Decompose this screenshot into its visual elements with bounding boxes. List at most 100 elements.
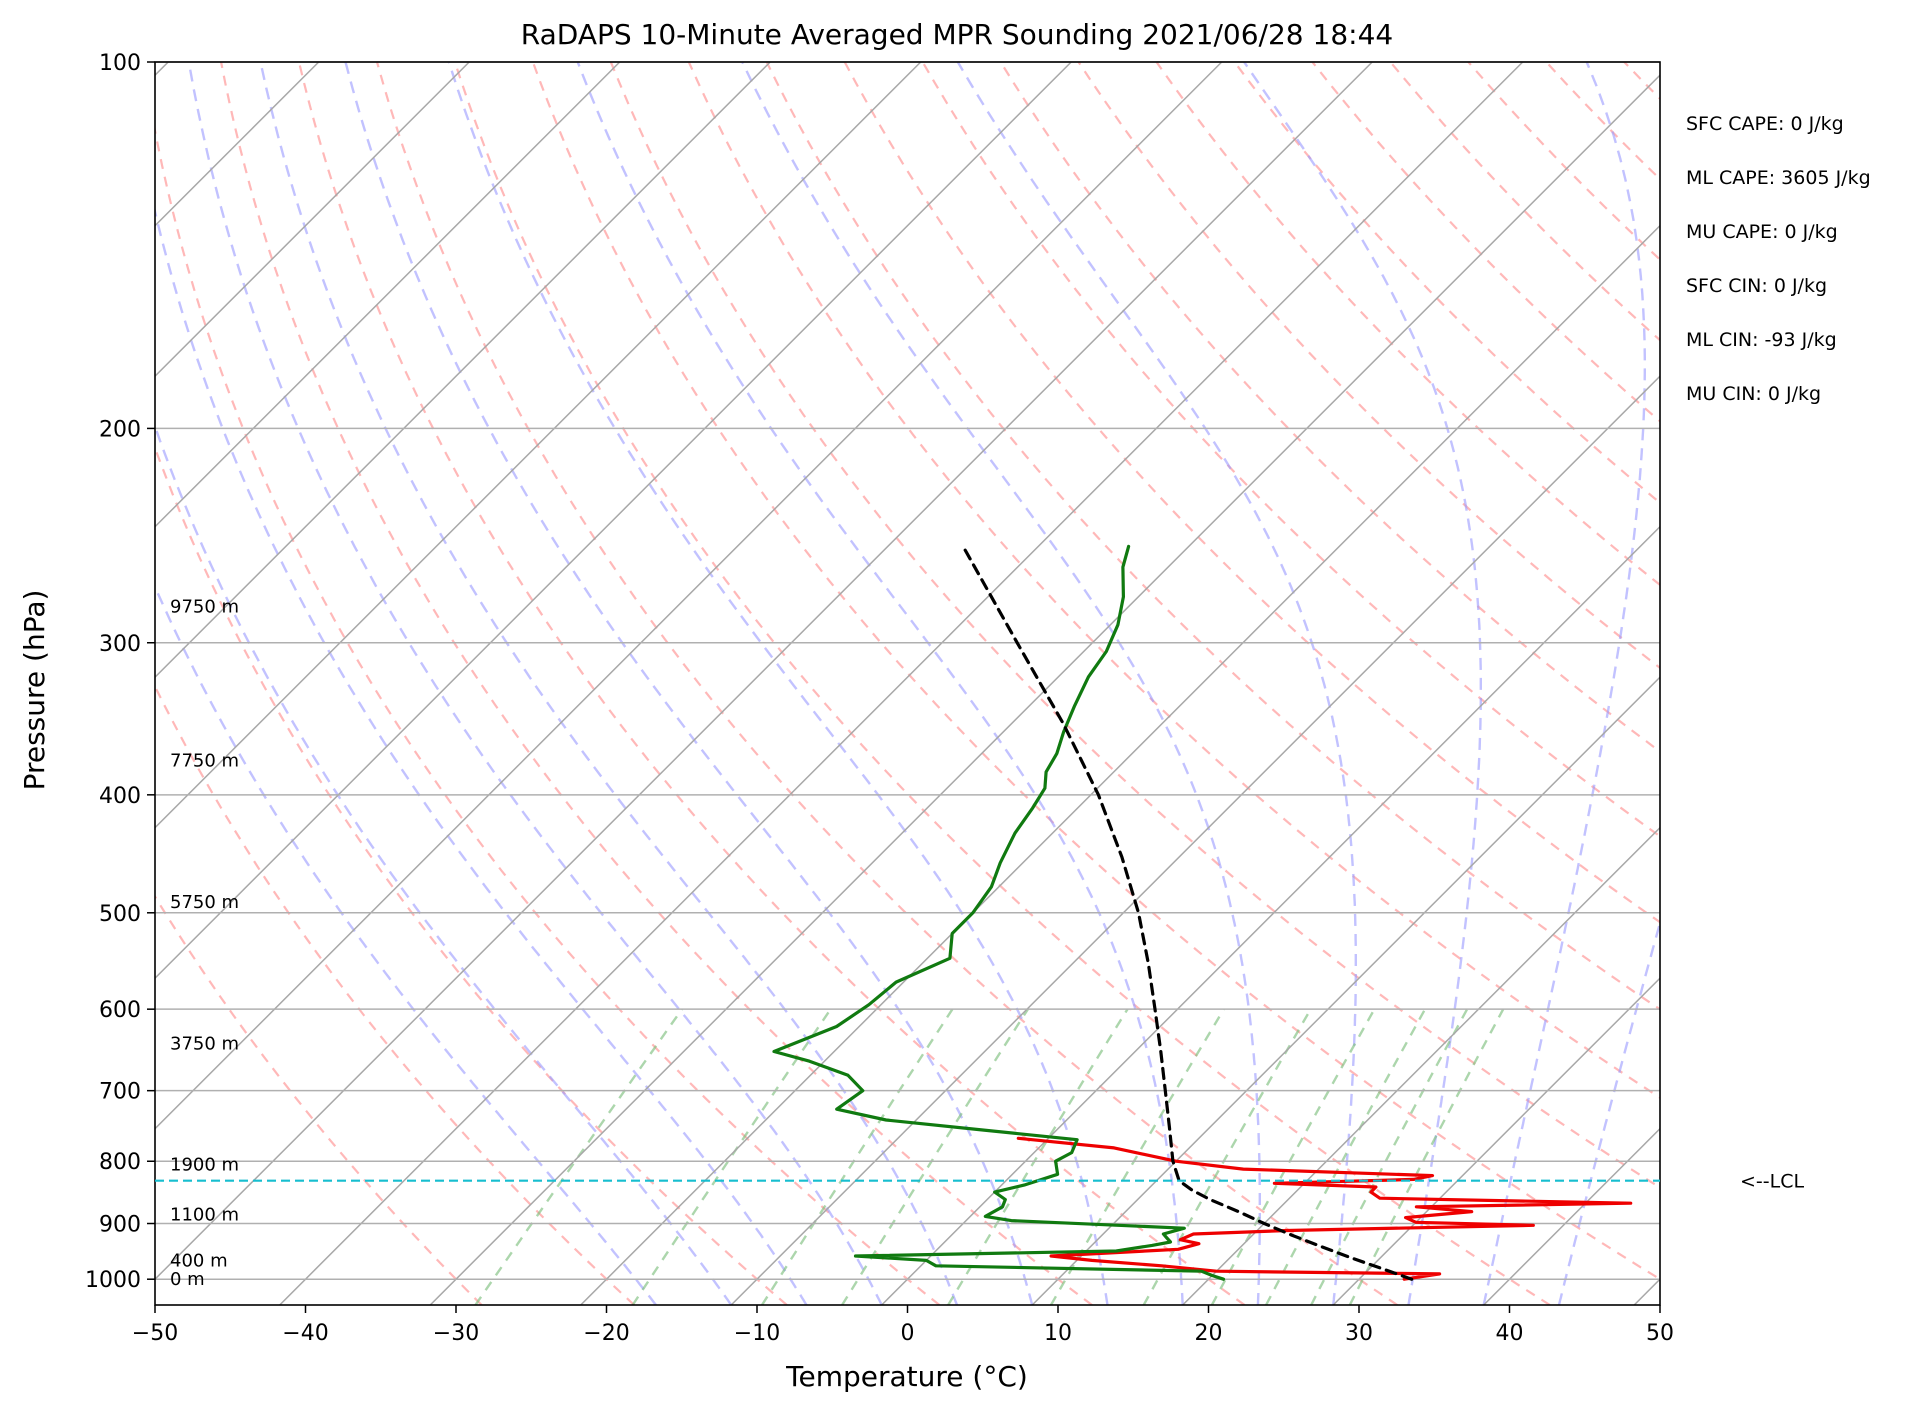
isotherm: [155, 62, 1072, 980]
lcl: <--LCL: [155, 1171, 1804, 1193]
pressure-gridlines: [155, 61, 1660, 1280]
dry-adiabat: [375, 62, 1398, 1305]
x-tick-label: −50: [132, 1321, 178, 1346]
stability-index: ML CAPE: 3605 J/kg: [1686, 167, 1871, 189]
moist-adiabat: [155, 422, 733, 1305]
moist-adiabat: [155, 583, 657, 1305]
y-tick-label: 1000: [85, 1268, 141, 1293]
isotherm: [155, 62, 771, 679]
y-tick-label: 700: [99, 1080, 141, 1105]
y-tick-label: 300: [99, 632, 141, 657]
x-tick-label: −10: [734, 1321, 780, 1346]
dewpoint-profile: [772, 544, 1226, 1281]
chart-title: RaDAPS 10-Minute Averaged MPR Sounding 2…: [521, 18, 1393, 51]
y-tick-label: 500: [99, 902, 141, 927]
dry-adiabat: [1155, 62, 1660, 587]
moist-adiabat: [447, 62, 1109, 1305]
background-lines: [0, 62, 1914, 1305]
isotherm: [1182, 826, 1660, 1305]
x-tick-label: 30: [1345, 1321, 1373, 1346]
dry-adiabat: [921, 62, 1660, 838]
dry-adiabat: [453, 62, 1551, 1305]
y-tick-label: 200: [99, 417, 141, 442]
mixing-ratio-line: [1348, 1008, 1505, 1305]
dry-adiabat: [687, 62, 1660, 1099]
dry-adiabat: [155, 444, 788, 1305]
dry-adiabat: [1623, 62, 1660, 101]
plot-frame: [154, 61, 1661, 1306]
height-label: 7750 m: [170, 751, 239, 772]
height-label: 9750 m: [170, 596, 239, 617]
isotherm: [429, 74, 1660, 1305]
y-tick-label: 800: [99, 1150, 141, 1175]
y-axis: 100 200 300 400 500 600 700 800 900 1000: [85, 51, 155, 1293]
x-tick-label: 50: [1646, 1321, 1674, 1346]
height-label: 0 m: [170, 1269, 205, 1290]
mixing-ratio-line: [1265, 1008, 1427, 1305]
x-axis: −50 −40 −30 −20 −10 0 10 20 30 40 50: [132, 1305, 1674, 1346]
isotherm: [279, 62, 1524, 1305]
isotherm: [580, 224, 1660, 1305]
moist-adiabat: [1557, 918, 1660, 1305]
moist-adiabat: [576, 62, 1184, 1305]
mixing-ratio-line: [1310, 1008, 1469, 1305]
dry-adiabat: [765, 62, 1660, 1011]
mixing-ratio-line: [841, 1008, 1029, 1305]
x-tick-label: 40: [1496, 1321, 1524, 1346]
dry-adiabat: [1467, 62, 1660, 262]
dry-adiabat: [220, 62, 1093, 1305]
moist-adiabat: [956, 62, 1357, 1305]
y-tick-label: 600: [99, 998, 141, 1023]
y-tick-label: 400: [99, 784, 141, 809]
dry-adiabat: [155, 894, 483, 1305]
dry-adiabat: [155, 684, 635, 1305]
dry-adiabat: [155, 125, 941, 1305]
dry-adiabat: [609, 62, 1660, 1189]
isotherm: [155, 62, 922, 829]
dry-adiabat: [1311, 62, 1660, 423]
mixing-ratio-line: [631, 1008, 832, 1305]
dry-adiabat: [1780, 62, 1914, 1305]
height-label: 400 m: [170, 1250, 228, 1271]
dry-adiabat: [1702, 62, 1914, 1305]
x-tick-label: 0: [901, 1321, 915, 1346]
isotherm: [1332, 977, 1660, 1305]
x-tick-label: 10: [1044, 1321, 1072, 1346]
height-label: 3750 m: [170, 1033, 239, 1054]
moist-adiabat: [155, 206, 808, 1305]
y-tick-label: 100: [99, 51, 141, 76]
temperature-profile: [1016, 1136, 1633, 1281]
x-axis-label: Temperature (°C): [785, 1360, 1028, 1393]
dry-adiabat: [297, 62, 1246, 1305]
dry-adiabat: [999, 62, 1660, 753]
dry-adiabat: [1389, 62, 1660, 342]
isotherm: [155, 62, 621, 528]
height-label: 1900 m: [170, 1155, 239, 1176]
height-label: 5750 m: [170, 892, 239, 913]
x-tick-label: −30: [433, 1321, 479, 1346]
mixing-ratio-line: [947, 1008, 1129, 1305]
mixing-ratio-line: [1210, 1008, 1376, 1305]
isotherm: [0, 62, 18, 1305]
lcl-label: <--LCL: [1740, 1171, 1804, 1193]
moist-adiabat: [187, 62, 883, 1305]
profiles: [772, 544, 1633, 1281]
isotherm: [1483, 1127, 1660, 1305]
moist-adiabat: [344, 62, 1034, 1305]
mixing-ratio-line: [760, 1008, 954, 1305]
moist-adiabat: [1243, 62, 1482, 1305]
isotherm: [1633, 1278, 1660, 1305]
moist-adiabat: [1482, 62, 1646, 1305]
dry-adiabat: [1858, 62, 1914, 1305]
x-tick-label: 20: [1195, 1321, 1223, 1346]
height-label: 1100 m: [170, 1205, 239, 1226]
y-tick-label: 900: [99, 1213, 141, 1238]
y-axis-label: Pressure (hPa): [18, 590, 51, 791]
dry-adiabat: [1545, 62, 1660, 181]
isotherm: [155, 62, 470, 378]
isotherm: [155, 62, 1223, 1130]
isotherm: [881, 525, 1660, 1305]
dry-adiabat: [843, 62, 1660, 924]
